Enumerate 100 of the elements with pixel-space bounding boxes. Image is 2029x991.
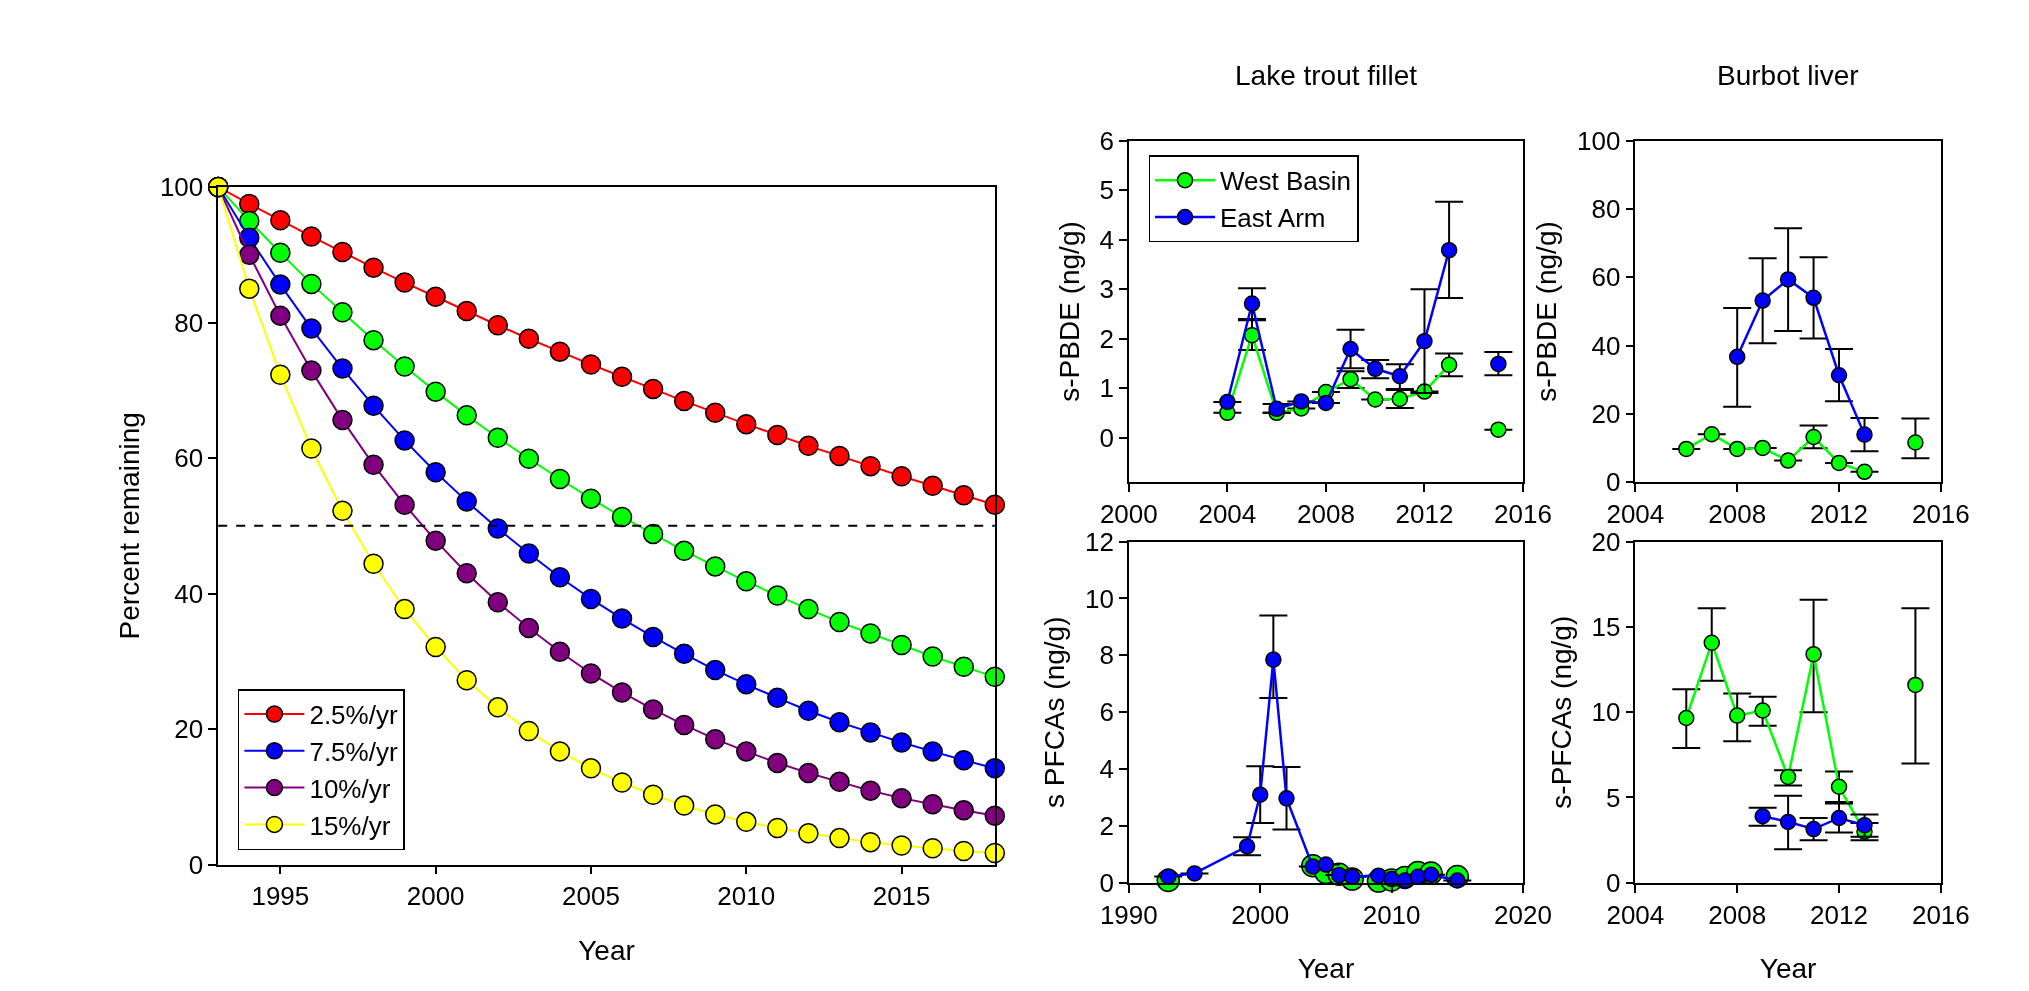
y-tick-label: 0 (188, 849, 204, 880)
point (332, 500, 353, 522)
point (673, 643, 695, 665)
point (1703, 426, 1720, 443)
point (829, 712, 850, 733)
point (1830, 454, 1848, 472)
point (363, 553, 384, 574)
point (394, 356, 415, 377)
y-tick-label: 6 (1099, 125, 1114, 156)
legend-label: 7.5%/yr (309, 736, 398, 767)
point (1265, 651, 1282, 668)
point (704, 659, 726, 681)
point (1416, 332, 1433, 350)
x-axis-title: Year (1297, 953, 1355, 985)
y-tick-label: 0 (1099, 867, 1114, 898)
y-tick-label: 60 (174, 443, 204, 474)
point (736, 413, 757, 435)
x-tick-label: 2000 (406, 881, 465, 912)
point (1293, 393, 1310, 410)
y-tick-label: 15 (1591, 612, 1621, 643)
point (798, 700, 819, 721)
point (1440, 241, 1458, 259)
point (1440, 356, 1458, 374)
point (736, 571, 757, 592)
point (798, 598, 819, 620)
point (1219, 393, 1236, 411)
point (549, 567, 571, 588)
point (1830, 809, 1848, 827)
point (1728, 440, 1746, 458)
point (953, 485, 974, 506)
x-tick-label: 2008 (1297, 499, 1355, 529)
point (1317, 394, 1335, 412)
point (891, 634, 912, 656)
point (425, 636, 446, 658)
point (611, 506, 633, 528)
point (270, 274, 291, 295)
y-tick-label: 8 (1099, 640, 1114, 671)
point (1754, 702, 1771, 719)
point (363, 395, 384, 417)
point (394, 598, 415, 620)
point (860, 831, 881, 853)
y-tick-label: 2 (1099, 811, 1114, 842)
point (704, 556, 726, 577)
point (580, 663, 602, 684)
point (394, 430, 415, 451)
x-tick-label: 2020 (1494, 899, 1552, 930)
point (301, 318, 322, 339)
x-tick-label: 2016 (1911, 899, 1970, 930)
legend-label: 10%/yr (309, 773, 391, 804)
point (1317, 856, 1335, 873)
point (767, 752, 788, 774)
point (829, 771, 850, 793)
y-tick-label: 4 (1099, 754, 1114, 785)
point (860, 623, 881, 644)
point (1856, 463, 1873, 481)
point (953, 840, 974, 862)
point (891, 732, 912, 753)
point (953, 800, 974, 821)
point (922, 793, 943, 815)
point (798, 823, 819, 844)
point (456, 491, 477, 512)
point (518, 720, 540, 742)
point (1342, 370, 1359, 388)
point (1391, 390, 1409, 408)
point (1779, 452, 1797, 469)
point (332, 358, 353, 379)
point (270, 242, 291, 263)
x-tick-label: 2012 (1810, 899, 1868, 930)
point (673, 390, 695, 412)
y-tick-label: 2 (1099, 323, 1114, 354)
point (673, 540, 695, 562)
x-tick-label: 1990 (1099, 899, 1158, 930)
legend-label: 2.5%/yr (309, 700, 398, 731)
y-tick-label: 0 (1605, 467, 1621, 498)
point (1754, 808, 1771, 825)
point (363, 454, 384, 476)
point (704, 804, 726, 825)
point (798, 435, 819, 457)
point (301, 438, 322, 459)
point (1805, 645, 1822, 663)
point (1366, 360, 1384, 378)
point (611, 682, 633, 703)
y-tick-label: 10 (1084, 583, 1114, 614)
point (270, 305, 291, 326)
point (891, 787, 912, 809)
point (1342, 340, 1359, 358)
y-tick-label: 40 (1591, 330, 1621, 361)
point (518, 617, 540, 639)
point (860, 780, 881, 801)
x-tick-label: 2016 (1494, 499, 1552, 529)
point (487, 592, 509, 613)
y-axis-title: s PFCAs (ng/g) (1039, 616, 1071, 808)
point (798, 762, 819, 784)
point (425, 381, 446, 402)
point (891, 835, 912, 856)
point (891, 466, 912, 487)
y-tick-label: 5 (1605, 782, 1621, 813)
point (767, 687, 788, 709)
x-tick-label: 2012 (1810, 499, 1868, 529)
point (301, 226, 322, 247)
